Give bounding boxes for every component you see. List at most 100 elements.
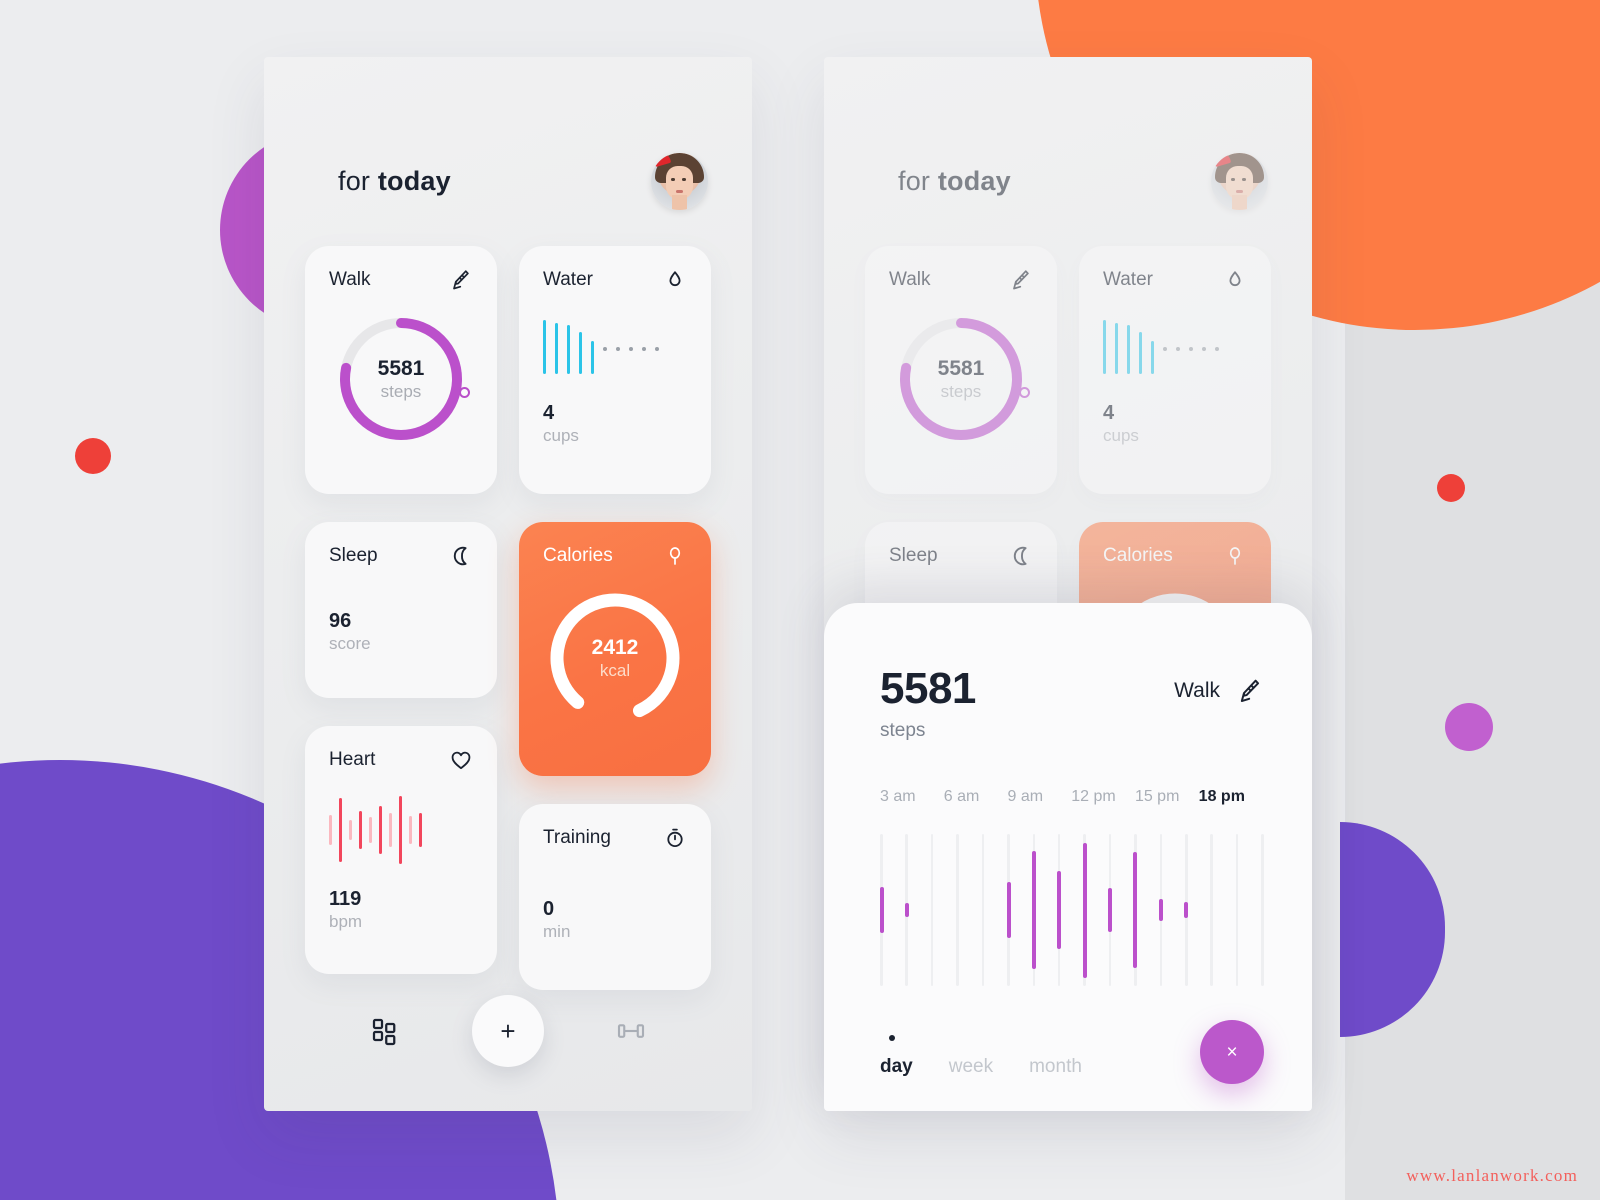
axis-tick[interactable]: 3 am: [880, 788, 916, 805]
heart-rate-bar: [409, 815, 412, 845]
heart-rate-bar: [369, 817, 372, 843]
sheet-summary: 5581 steps: [880, 667, 976, 742]
bg-red-dot-left: [75, 438, 111, 474]
metrics-column-right: Water 4 cups Calories: [519, 246, 711, 990]
water-bar: [1139, 331, 1142, 374]
avatar-eye-left: [671, 178, 675, 181]
walk-progress-ring: 5581 steps: [336, 314, 470, 444]
axis-tick[interactable]: 15 pm: [1134, 788, 1180, 805]
card-walk-dimmed[interactable]: Walk: [865, 246, 1057, 494]
avatar-mouth: [676, 190, 683, 193]
close-button[interactable]: ×: [1200, 1020, 1264, 1084]
card-sleep-title: Sleep: [329, 545, 378, 566]
avatar-eye-left-dimmed: [1231, 178, 1235, 181]
card-sleep-header: Sleep: [329, 544, 473, 568]
chart-gridline: [1261, 834, 1264, 986]
heart-footer: 119 bpm: [329, 888, 473, 934]
water-bar: [555, 322, 558, 374]
app-header-dimmed: for today: [824, 57, 1312, 210]
moon-icon: [449, 544, 473, 568]
chart-gridline: [981, 834, 985, 986]
card-calories-header-dimmed: Calories: [1103, 544, 1247, 568]
range-option-day[interactable]: day: [880, 1056, 913, 1077]
card-walk[interactable]: Walk 5581: [305, 246, 497, 494]
dumbbell-icon[interactable]: [616, 1016, 646, 1046]
active-range-bullet: [889, 1035, 895, 1041]
card-water-dimmed[interactable]: Water 4 cups: [1079, 246, 1271, 494]
page-title-bold-dimmed: today: [937, 166, 1011, 196]
range-option-week[interactable]: week: [948, 1056, 994, 1077]
balloon-icon-dimmed: [1223, 544, 1247, 568]
balloon-icon: [663, 544, 687, 568]
water-footer: 4 cups: [543, 402, 687, 448]
range-option-month[interactable]: month: [1029, 1056, 1082, 1077]
avatar-face: [666, 166, 693, 200]
water-value: 4: [543, 402, 555, 424]
card-sleep-title-dimmed: Sleep: [889, 545, 938, 566]
card-water-title: Water: [543, 269, 593, 290]
card-water-header-dimmed: Water: [1103, 268, 1247, 292]
heart-rate-bar: [329, 814, 332, 846]
moon-icon-dimmed: [1009, 544, 1033, 568]
range-selector: day week month: [880, 1035, 1082, 1078]
bg-violet-dot-right: [1445, 703, 1493, 751]
page-title: for today: [338, 166, 451, 197]
card-walk-header-dimmed: Walk: [889, 268, 1033, 292]
heart-rate-bar-chart: [329, 794, 473, 866]
sleep-footer: 96 score: [329, 610, 473, 656]
page-title-thin-dimmed: for: [898, 166, 931, 196]
water-empty-dot: [616, 347, 620, 351]
avatar-dimmed[interactable]: [1211, 153, 1268, 210]
chart-bar: [1006, 881, 1011, 939]
axis-tick[interactable]: 18 pm: [1198, 788, 1245, 805]
shoe-icon-dimmed: [1009, 268, 1033, 292]
sheet-metric-selector[interactable]: Walk: [1174, 677, 1264, 705]
add-button[interactable]: +: [472, 995, 544, 1067]
water-empty-dot: [1189, 347, 1193, 351]
heart-value: 119: [329, 888, 362, 910]
metrics-column-left: Walk 5581: [305, 246, 497, 974]
water-empty-dot: [1163, 347, 1167, 351]
heart-unit: bpm: [329, 912, 363, 931]
axis-tick[interactable]: 12 pm: [1071, 788, 1116, 805]
card-calories-title: Calories: [543, 545, 613, 566]
avatar-neck: [672, 195, 687, 210]
chart-gridline: [1235, 834, 1239, 986]
chart-bar: [1107, 888, 1112, 932]
chart-bar: [1158, 899, 1163, 921]
heart-rate-bar: [359, 811, 362, 849]
card-calories[interactable]: Calories 2412 kcal: [519, 522, 711, 776]
steps-bar-chart[interactable]: [880, 834, 1264, 986]
heart-rate-bar: [339, 797, 342, 863]
walk-ring-knob[interactable]: [459, 387, 470, 398]
card-water[interactable]: Water 4 cups: [519, 246, 711, 494]
sheet-header: 5581 steps Walk: [880, 667, 1264, 742]
water-unit-dimmed: cups: [1103, 426, 1139, 445]
chart-gridline: [930, 834, 934, 986]
sheet-metric-label: Walk: [1174, 679, 1220, 702]
chart-bar: [880, 887, 884, 933]
axis-tick[interactable]: 9 am: [1007, 788, 1044, 805]
water-bar: [1151, 340, 1154, 374]
calories-ring-center: 2412 kcal: [545, 588, 685, 728]
water-empty-dot: [1215, 347, 1219, 351]
walk-ring-knob-dimmed[interactable]: [1019, 387, 1030, 398]
card-training[interactable]: Training 0 min: [519, 804, 711, 990]
heart-rate-bar: [399, 795, 402, 865]
card-heart[interactable]: Heart 119 bpm: [305, 726, 497, 974]
card-walk-title: Walk: [329, 269, 371, 290]
walk-detail-sheet: 5581 steps Walk 3 am 6 am 9 am 12 pm 15 pm 18…: [824, 603, 1312, 1111]
water-bar: [1103, 320, 1106, 374]
grid-icon[interactable]: [370, 1016, 400, 1046]
heart-rate-bar: [419, 813, 422, 847]
card-water-header: Water: [543, 268, 687, 292]
heart-rate-bar: [389, 812, 392, 848]
axis-tick[interactable]: 6 am: [943, 788, 980, 805]
chart-bar: [1183, 901, 1188, 919]
avatar[interactable]: [651, 153, 708, 210]
chart-axis-ticks: 3 am 6 am 9 am 12 pm 15 pm 18 pm: [880, 788, 1264, 806]
chart-bars: [880, 834, 1264, 986]
sheet-footer: day week month ×: [880, 1020, 1264, 1084]
sheet-value: 5581: [880, 664, 976, 713]
card-sleep[interactable]: Sleep 96 score: [305, 522, 497, 698]
